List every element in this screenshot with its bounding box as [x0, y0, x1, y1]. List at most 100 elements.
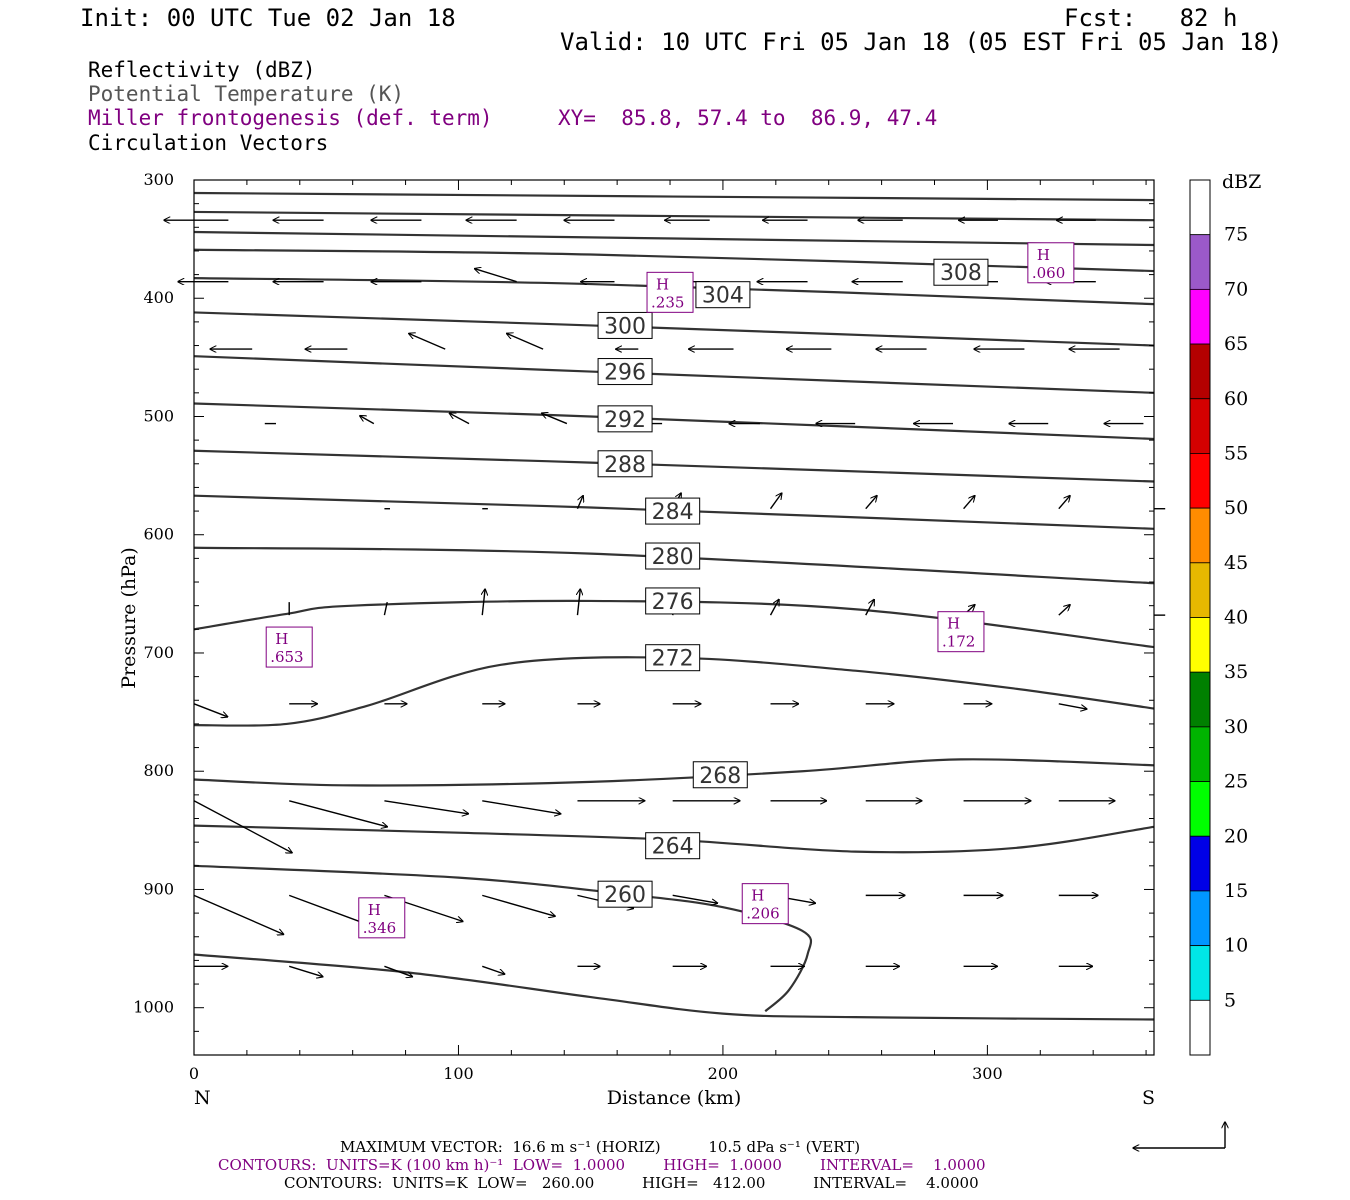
x-axis-label: Distance (km) — [607, 1087, 742, 1109]
init-time: Init: 00 UTC Tue 02 Jan 18 — [80, 4, 456, 32]
circulation-vector — [193, 703, 228, 717]
colorbar-label: 70 — [1224, 278, 1248, 300]
isentrope-label: 272 — [652, 647, 694, 672]
isentrope-line — [193, 355, 1155, 394]
isentrope-label: 308 — [940, 261, 982, 286]
isentrope-label: 304 — [702, 284, 744, 309]
fronto-high-letter: H — [751, 887, 764, 905]
x-label-south: S — [1142, 1087, 1155, 1109]
isentrope-line — [193, 248, 1155, 273]
cross-section-endpoints: XY= 85.8, 57.4 to 86.9, 47.4 — [558, 106, 938, 130]
x-tick-label: 100 — [443, 1064, 474, 1083]
isentrope-contours — [193, 191, 1155, 1021]
valid-time: Valid: 10 UTC Fri 05 Jan 18 (05 EST Fri … — [560, 28, 1283, 56]
colorbar-label: 45 — [1224, 552, 1248, 574]
y-tick-label: 600 — [143, 525, 174, 544]
colorbar-label: 15 — [1224, 880, 1248, 902]
isentrope-label-box — [645, 497, 701, 525]
y-tick-label: 700 — [143, 643, 174, 662]
fronto-high-value: .206 — [746, 905, 779, 923]
x-label-north: N — [194, 1087, 211, 1109]
colorbar-label: 20 — [1224, 825, 1248, 847]
field-circulation-vectors: Circulation Vectors — [88, 131, 329, 155]
colorbar-segment — [1189, 453, 1211, 509]
isentrope-line — [193, 656, 1155, 727]
colorbar-segment — [1189, 507, 1211, 564]
isentrope-label: 280 — [652, 545, 694, 570]
isentrope-line — [193, 277, 1155, 306]
isentrope-line — [193, 494, 1155, 530]
isentrope-line — [193, 758, 1155, 787]
colorbar-label: 60 — [1224, 388, 1248, 410]
isentrope-label-box — [933, 258, 989, 286]
circulation-vector — [963, 496, 975, 510]
circulation-vector — [507, 333, 544, 350]
isentrope-label-box — [695, 281, 751, 309]
isentrope-label: 292 — [604, 408, 646, 433]
circulation-vector — [449, 413, 470, 425]
forecast-hour: Fcst: 82 h — [1064, 4, 1238, 32]
isentrope-line — [193, 864, 813, 1013]
fronto-high-letter: H — [275, 630, 288, 648]
isentrope-label: 284 — [652, 500, 694, 525]
colorbar-segment — [1189, 288, 1211, 345]
circulation-vector — [384, 965, 412, 976]
colorbar-segment — [1189, 562, 1211, 618]
colorbar-label: 65 — [1224, 333, 1248, 355]
circulation-vector — [1058, 703, 1087, 709]
x-tick-label: 200 — [708, 1064, 739, 1083]
field-reflectivity: Reflectivity (dBZ) — [88, 58, 316, 82]
fronto-contour-note: CONTOURS: UNITS=K (100 km h)⁻¹ LOW= 1.00… — [218, 1156, 986, 1174]
colorbar-segment — [1189, 781, 1211, 837]
field-frontogenesis: Miller frontogenesis (def. term) — [88, 106, 493, 130]
colorbar-label: 30 — [1224, 716, 1248, 738]
isentrope-line — [193, 311, 1155, 347]
isentrope-line — [193, 230, 1155, 247]
isentrope-label-box — [645, 832, 701, 860]
fronto-high-box — [646, 271, 694, 313]
fronto-high-box — [937, 611, 985, 653]
isentrope-line — [193, 210, 1155, 222]
circulation-vector — [360, 416, 375, 425]
circulation-vector — [409, 333, 446, 350]
colorbar-segment — [1189, 726, 1211, 782]
colorbar-unit: dBZ — [1222, 171, 1261, 193]
circulation-vector — [289, 800, 387, 827]
isentrope-line — [193, 402, 1155, 441]
circulation-vector — [769, 493, 782, 510]
reference-vector — [1133, 1122, 1225, 1148]
circulation-vector — [384, 800, 468, 814]
fronto-high-value: .653 — [270, 648, 303, 666]
circulation-vector — [865, 600, 874, 616]
fronto-high-box — [358, 897, 406, 939]
colorbar-segment — [1189, 398, 1211, 454]
colorbar-segment — [1189, 890, 1211, 947]
isentrope-label-box — [597, 880, 653, 908]
isentrope-line — [193, 824, 1155, 854]
fronto-high-box — [265, 626, 313, 668]
isentrope-label-box — [645, 644, 701, 672]
isentrope-line — [193, 449, 1155, 483]
isentrope-label: 260 — [604, 883, 646, 908]
y-tick-label: 400 — [143, 288, 174, 307]
colorbar-label: 5 — [1224, 989, 1236, 1011]
circulation-vector — [482, 800, 560, 814]
colorbar-segment — [1189, 234, 1211, 290]
colorbar-frame — [1189, 179, 1211, 1056]
fronto-high-value: .235 — [651, 293, 684, 311]
fronto-high-letter: H — [1037, 246, 1050, 264]
axes: 0 100 200 300 300 400 500 600 700 800 900 1000 — [133, 170, 1154, 1083]
colorbar-segment — [1189, 617, 1211, 673]
isentrope-line — [193, 191, 1155, 202]
colorbar-label: 55 — [1224, 442, 1248, 464]
colorbar-segment — [1189, 343, 1211, 400]
circulation-vector — [288, 965, 323, 976]
field-potential-temperature: Potential Temperature (K) — [88, 82, 405, 106]
isentrope-line — [193, 546, 1155, 585]
circulation-vector — [769, 600, 779, 616]
y-tick-label: 300 — [143, 170, 174, 189]
circulation-vector — [383, 601, 388, 616]
isentrope-label-box — [692, 761, 748, 789]
isentrope-label: 288 — [604, 453, 646, 478]
